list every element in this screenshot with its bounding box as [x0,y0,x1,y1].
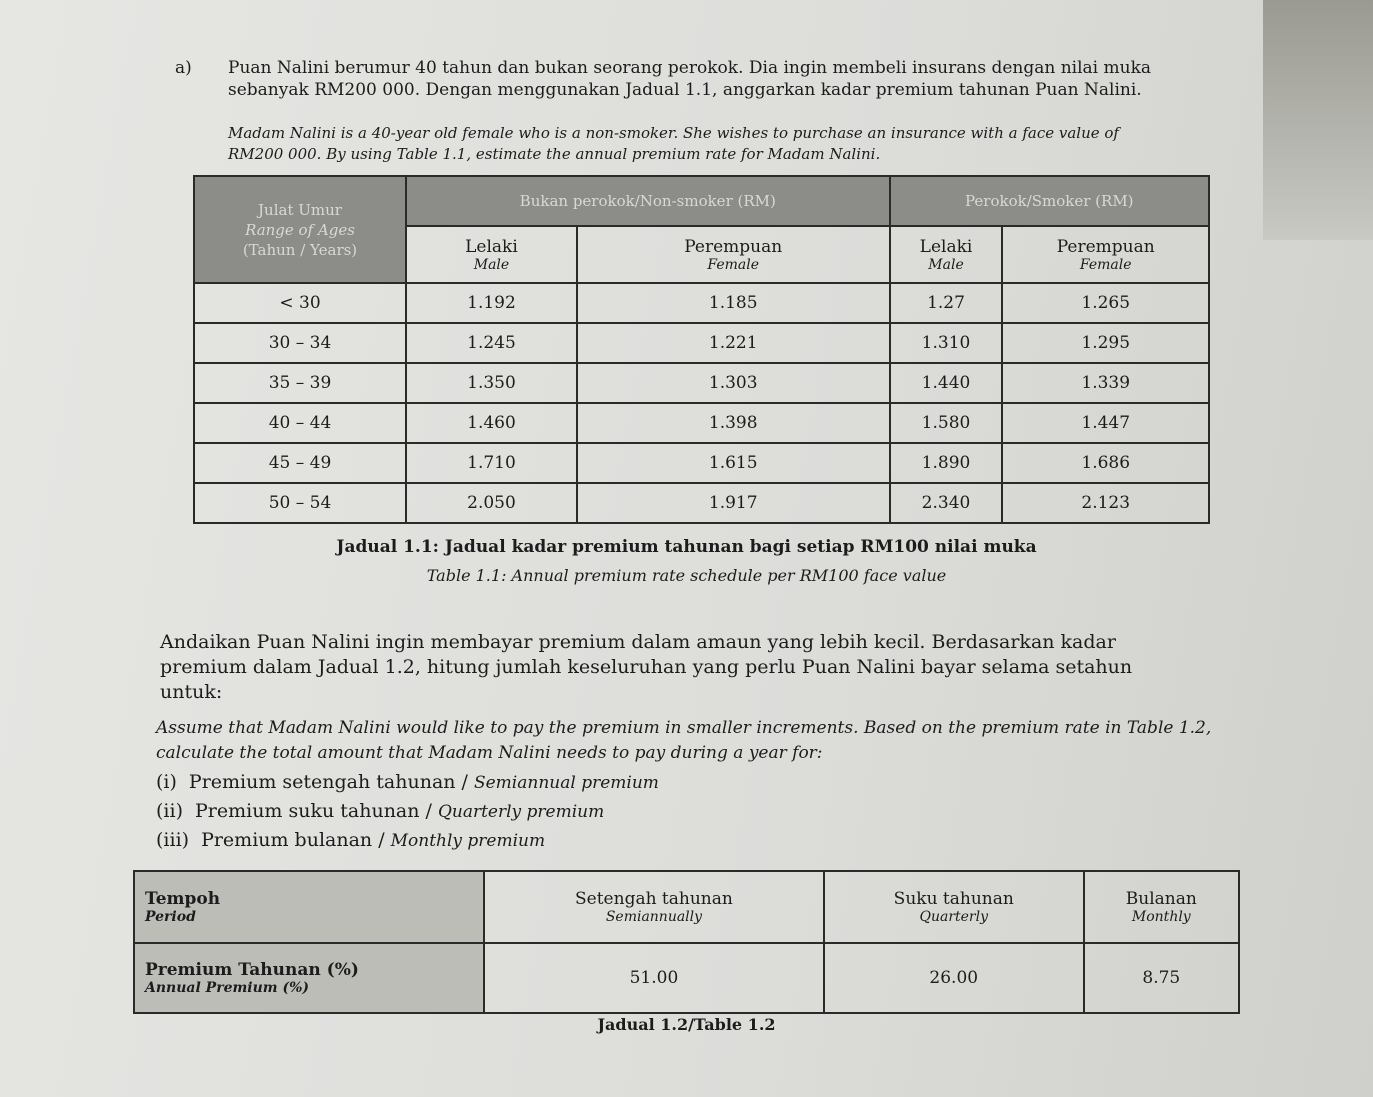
table2-caption: Jadual 1.2/Table 1.2 [597,1015,776,1034]
rate-cell: 1.580 [888,402,1004,444]
sub-header-malay: Lelaki [465,236,518,257]
age-header-malay: Julat Umur [258,200,342,219]
rate-cell: 1.310 [888,322,1004,364]
item-malay: Premium suku tahunan / [194,800,432,822]
rate-cell: 1.447 [1001,402,1210,444]
item-malay: Premium bulanan / [201,829,385,851]
list-item: (ii) Premium suku tahunan / Quarterly prem… [156,799,659,828]
item-number: (ii) [156,800,183,822]
payment-period-table: Tempoh Period Setengah tahunan Semiannuall… [133,870,1241,1014]
rate-cell: 1.245 [405,322,578,364]
premium-percent-cell: 26.00 [822,942,1085,1014]
column-malay: Setengah tahunan [575,889,733,909]
rate-cell: 1.460 [405,402,578,444]
part2-malay: Andaikan Puan Nalini ingin membayar prem… [160,631,1133,703]
period-english: Period [145,909,196,925]
table-row: 50 – 54 2.050 1.917 2.340 2.123 [193,482,1210,524]
table-row: 35 – 39 1.350 1.303 1.440 1.339 [193,362,1210,404]
premium-rate-table: Julat Umur Range of Ages (Tahun / Years)… [193,175,1211,524]
item-number: (i) [156,771,177,793]
column-malay: Suku tahunan [893,889,1014,909]
rate-cell: 1.917 [575,482,891,524]
rate-cell: 1.27 [888,282,1004,324]
rate-cell: 1.265 [1001,282,1210,324]
rate-cell: 1.398 [575,402,891,444]
age-range-cell: < 30 [193,282,407,324]
table-row: 45 – 49 1.710 1.615 1.890 1.686 [193,442,1210,484]
rate-cell: 1.303 [575,362,891,404]
sub-header-english: Female [1079,256,1132,273]
table-row: 30 – 34 1.245 1.221 1.310 1.295 [193,322,1210,364]
rate-cell: 1.185 [575,282,891,324]
rate-cell: 2.340 [888,482,1004,524]
rate-cell: 1.890 [888,442,1004,484]
sub-header: Perempuan Female [1001,225,1210,284]
question-label: a) [175,58,192,78]
table1-caption-english: Table 1.1: Annual premium rate schedule … [426,566,947,585]
sub-header-english: Male [473,256,510,273]
sub-header-malay: Perempuan [1056,236,1155,257]
rate-cell: 1.615 [575,442,891,484]
nonsmoker-header: Bukan perokok/Non-smoker (RM) [405,175,891,227]
column-english: Quarterly [919,909,989,925]
question-malay: Puan Nalini berumur 40 tahun dan bukan s… [228,58,1152,100]
rate-cell: 2.123 [1001,482,1210,524]
rate-cell: 1.710 [405,442,578,484]
period-header: Tempoh Period [133,870,485,944]
sub-header: Perempuan Female [575,225,891,284]
sub-header-english: Female [707,256,760,273]
table-row: < 30 1.192 1.185 1.27 1.265 [193,282,1210,324]
sub-header-english: Male [928,256,964,273]
premium-percent-cell: 8.75 [1082,942,1241,1014]
rate-cell: 1.350 [405,362,578,404]
column-malay: Bulanan [1125,889,1197,909]
rate-cell: 1.440 [888,362,1004,404]
premium-percent-cell: 51.00 [483,942,825,1014]
rate-cell: 1.295 [1001,322,1210,364]
rate-cell: 1.339 [1001,362,1210,404]
rate-cell: 1.192 [405,282,578,324]
age-range-cell: 50 – 54 [193,482,407,524]
list-item: (i) Premium setengah tahunan / Semiannual … [156,770,659,799]
column-english: Semiannually [605,909,703,925]
premium-malay: Premium Tahunan (%) [145,960,359,980]
sub-header: Lelaki Male [405,225,578,284]
ruler-edge [1263,0,1373,240]
rate-cell: 1.221 [575,322,891,364]
period-column-header: Bulanan Monthly [1082,870,1241,944]
item-malay: Premium setengah tahunan / [188,771,468,793]
age-range-cell: 35 – 39 [193,362,407,404]
age-header-unit: (Tahun / Years) [242,240,358,259]
age-range-cell: 30 – 34 [193,322,407,364]
age-range-cell: 45 – 49 [193,442,407,484]
age-header-english: Range of Ages [245,220,355,239]
item-english: Monthly premium [390,831,546,851]
table-row: 40 – 44 1.460 1.398 1.580 1.447 [193,402,1210,444]
age-range-cell: 40 – 44 [193,402,407,444]
rate-cell: 2.050 [405,482,578,524]
question-english: Madam Nalini is a 40-year old female who… [228,124,1119,163]
item-english: Semiannual premium [473,773,659,793]
part2-english: Assume that Madam Nalini would like to p… [156,718,1212,763]
period-column-header: Setengah tahunan Semiannually [483,870,825,944]
part2-items: (i) Premium setengah tahunan / Semiannual … [156,770,659,857]
list-item: (iii) Premium bulanan / Monthly premium [156,828,659,857]
sub-header-malay: Perempuan [684,236,783,257]
period-malay: Tempoh [145,889,221,909]
premium-english: Annual Premium (%) [145,980,310,996]
sub-header-malay: Lelaki [919,236,973,257]
period-column-header: Suku tahunan Quarterly [822,870,1085,944]
sub-header: Lelaki Male [888,225,1004,284]
rate-cell: 1.686 [1001,442,1210,484]
age-range-header: Julat Umur Range of Ages (Tahun / Years) [193,175,407,284]
annual-premium-header: Premium Tahunan (%) Annual Premium (%) [133,942,485,1014]
column-english: Monthly [1131,909,1191,925]
smoker-header: Perokok/Smoker (RM) [888,175,1211,227]
item-number: (iii) [156,829,190,851]
table1-caption-malay: Jadual 1.1: Jadual kadar premium tahunan… [336,537,1037,557]
item-english: Quarterly premium [437,802,605,822]
